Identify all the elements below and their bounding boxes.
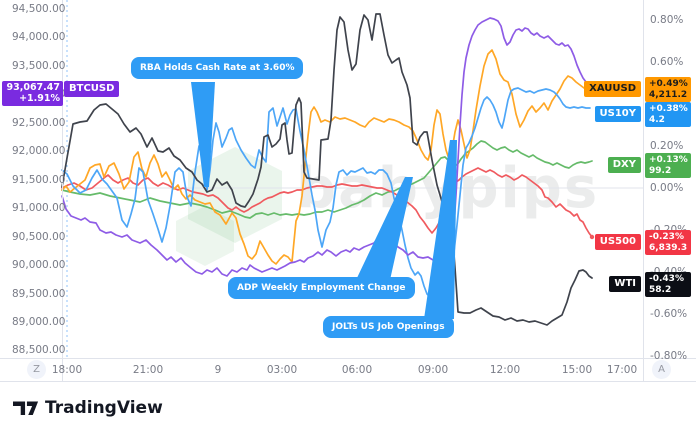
symbol-value-badge-dxy[interactable]: +0.13% 99.2 — [645, 153, 691, 178]
time-tick-label[interactable]: 15:00 — [561, 364, 593, 376]
main-symbol-change: +1.91% — [19, 92, 60, 104]
price-tick-label: 93,500.00 — [12, 59, 66, 72]
symbol-value-badge-us500[interactable]: -0.23% 6,839.3 — [645, 230, 691, 255]
callout-rba[interactable]: RBA Holds Cash Rate at 3.60% — [131, 57, 304, 79]
price-tick-label: 89,000.00 — [12, 315, 66, 328]
symbol-label-badge-btcusd[interactable]: BTCUSD — [64, 81, 120, 97]
symbol-label-badge-xauusd[interactable]: XAUUSD — [584, 81, 641, 97]
time-tick-label[interactable]: 18:00 — [51, 364, 83, 376]
watermark-logo-hexagon-small — [176, 206, 234, 266]
series-line-wti[interactable] — [61, 13, 593, 326]
price-tick-label: 91,500.00 — [12, 173, 66, 186]
callout-pointer-jolts — [424, 140, 457, 319]
price-tick-label: 92,500.00 — [12, 116, 66, 129]
series-line-btcusd[interactable] — [61, 17, 593, 277]
symbol-label-badge-wti[interactable]: WTI — [609, 276, 641, 292]
symbol-label-badge-us500[interactable]: US500 — [594, 234, 641, 250]
time-tick-label[interactable]: 06:00 — [341, 364, 373, 376]
percent-axis-border[interactable] — [643, 0, 644, 381]
callout-adp[interactable]: ADP Weekly Employment Change — [228, 277, 415, 299]
price-tick-label: 90,000.00 — [12, 259, 66, 272]
chart-bottom-border — [0, 381, 696, 382]
symbol-value-badge-xauusd[interactable]: +0.49% 4,211.2 — [645, 77, 691, 102]
auto-scale-button[interactable]: A — [652, 360, 671, 379]
price-tick-label: 88,500.00 — [12, 344, 66, 357]
tradingview-logo-icon — [13, 401, 39, 415]
series-end-marker-us500 — [589, 234, 595, 240]
timezone-button[interactable]: Z — [27, 360, 46, 379]
series-line-dxy[interactable] — [61, 140, 593, 219]
percent-tick-label: -0.80% — [650, 350, 688, 362]
main-symbol-price-badge[interactable]: 93,067.47 +1.91% — [2, 81, 63, 106]
percent-tick-label: -0.60% — [650, 308, 688, 320]
time-tick-label[interactable]: 9 — [214, 364, 222, 376]
percent-tick-label: 0.80% — [650, 14, 684, 26]
callout-pointer-rba — [191, 82, 215, 187]
symbol-value-badge-wti[interactable]: -0.43% 58.2 — [645, 272, 691, 297]
time-tick-label[interactable]: 21:00 — [132, 364, 164, 376]
time-tick-label[interactable]: 12:00 — [489, 364, 521, 376]
symbol-label-badge-us10y[interactable]: US10Y — [594, 106, 641, 122]
price-tick-label: 92,000.00 — [12, 145, 66, 158]
price-tick-label: 90,500.00 — [12, 230, 66, 243]
symbol-label-badge-dxy[interactable]: DXY — [607, 157, 641, 173]
series-line-us500[interactable] — [61, 167, 593, 238]
percent-tick-label: 0.00% — [650, 182, 684, 194]
callout-pointer-adp — [356, 177, 413, 280]
tradingview-logo[interactable]: TradingView — [13, 398, 163, 418]
tradingview-logo-text: TradingView — [45, 398, 163, 418]
time-axis-border[interactable] — [0, 358, 696, 359]
series-line-us10y[interactable] — [61, 87, 591, 309]
percent-tick-label: 0.20% — [650, 140, 684, 152]
symbol-value-badge-us10y[interactable]: +0.38% 4.2 — [645, 102, 691, 127]
price-tick-label: 89,500.00 — [12, 287, 66, 300]
price-tick-label: 91,000.00 — [12, 202, 66, 215]
main-symbol-price: 93,067.47 — [6, 82, 61, 93]
percent-tick-label: 0.60% — [650, 56, 684, 68]
price-tick-label: 94,500.00 — [12, 3, 66, 15]
price-axis-border[interactable] — [62, 0, 63, 381]
time-tick-label[interactable]: 17:00 — [606, 364, 638, 376]
time-tick-label[interactable]: 09:00 — [417, 364, 449, 376]
series-line-xauusd[interactable] — [61, 49, 593, 265]
time-tick-label[interactable]: 03:00 — [266, 364, 298, 376]
price-tick-label: 94,000.00 — [12, 31, 66, 44]
callout-jolts[interactable]: JOLTs US Job Openings — [323, 316, 454, 338]
